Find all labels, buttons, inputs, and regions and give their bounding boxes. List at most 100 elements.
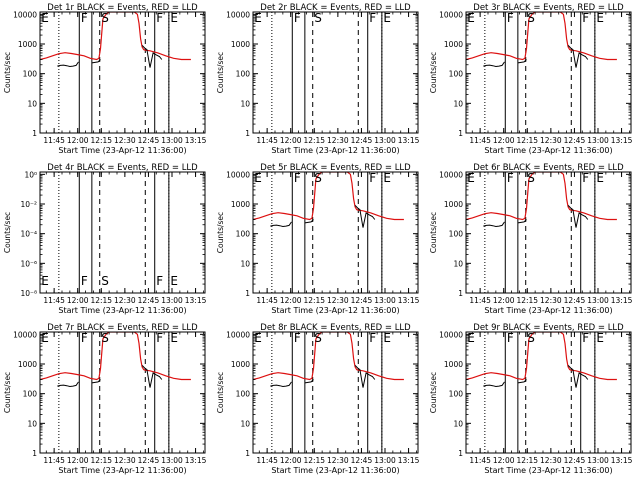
y-tick-label: 1000 <box>231 200 250 209</box>
y-axis-label: Counts/sec <box>3 212 12 253</box>
flag-label: E <box>467 11 475 25</box>
x-tick-label: 11:45 <box>469 296 491 305</box>
x-axis-label: Start Time (23-Apr-12 11:36:00) <box>271 306 399 315</box>
flag-label: E <box>254 171 262 185</box>
lld-series-line <box>40 332 191 381</box>
lld-series-line <box>466 332 617 381</box>
x-tick-label: 11:45 <box>469 136 491 145</box>
y-tick-label: 10 <box>240 419 250 428</box>
panel-title: Det 1r BLACK = Events, RED = LLD <box>47 3 198 13</box>
events-series-line <box>57 61 79 68</box>
x-tick-label: 12:30 <box>327 296 349 305</box>
flag-label: F <box>582 11 589 25</box>
y-tick-label: 10000 <box>226 330 250 339</box>
y-tick-label: 10⁻² <box>20 200 37 209</box>
x-tick-label: 13:15 <box>611 296 633 305</box>
flag-label: E <box>170 11 178 25</box>
flag-label: F <box>369 171 376 185</box>
x-tick-label: 12:30 <box>540 136 562 145</box>
flag-label: E <box>254 331 262 345</box>
y-tick-label: 10000 <box>439 10 463 19</box>
x-axis-label: Start Time (23-Apr-12 11:36:00) <box>58 306 186 315</box>
x-axis-label: Start Time (23-Apr-12 11:36:00) <box>484 306 612 315</box>
flag-label: F <box>582 331 589 345</box>
x-tick-label: 12:30 <box>540 456 562 465</box>
x-tick-label: 12:00 <box>280 296 302 305</box>
x-tick-label: 12:00 <box>67 296 89 305</box>
events-series-line <box>270 381 292 388</box>
x-tick-label: 12:00 <box>280 456 302 465</box>
y-tick-label: 10000 <box>226 10 250 19</box>
x-tick-label: 13:15 <box>185 136 207 145</box>
x-tick-label: 12:45 <box>564 456 586 465</box>
flag-label: S <box>527 331 535 345</box>
axes-frame <box>465 171 632 294</box>
y-tick-label: 100 <box>236 390 251 399</box>
panel-title: Det 3r BLACK = Events, RED = LLD <box>473 3 624 13</box>
y-tick-label: 10 <box>27 99 37 108</box>
x-axis-label: Start Time (23-Apr-12 11:36:00) <box>58 466 186 475</box>
y-tick-label: 100 <box>449 230 464 239</box>
events-series-line <box>517 59 527 64</box>
events-series-line <box>91 59 101 64</box>
flag-label: E <box>41 274 49 288</box>
events-series-line <box>483 221 505 228</box>
flag-label: F <box>294 171 301 185</box>
x-tick-label: 13:15 <box>185 456 207 465</box>
y-tick-label: 1000 <box>231 360 250 369</box>
x-tick-label: 13:15 <box>611 136 633 145</box>
y-tick-label: 10 <box>27 419 37 428</box>
y-axis-label: Counts/sec <box>3 372 12 413</box>
x-tick-label: 12:30 <box>327 456 349 465</box>
flag-label: E <box>596 11 604 25</box>
flag-label: E <box>170 274 178 288</box>
events-series-line <box>483 381 505 388</box>
x-tick-label: 12:00 <box>67 456 89 465</box>
x-tick-label: 12:45 <box>564 296 586 305</box>
flag-label: S <box>314 331 322 345</box>
flag-label: E <box>170 331 178 345</box>
y-tick-label: 1 <box>458 129 463 138</box>
y-tick-label: 100 <box>236 70 251 79</box>
flag-label: F <box>294 331 301 345</box>
x-tick-label: 12:30 <box>327 136 349 145</box>
events-series-line <box>354 205 376 228</box>
axes-frame <box>252 11 419 134</box>
y-tick-label: 1 <box>245 129 250 138</box>
flag-label: S <box>101 274 109 288</box>
lld-series-line <box>40 12 191 61</box>
events-series-line <box>304 379 314 384</box>
flag-label: F <box>369 331 376 345</box>
events-series-line <box>517 219 527 224</box>
flag-label: S <box>527 11 535 25</box>
flag-label: F <box>507 11 514 25</box>
events-series-line <box>91 379 101 384</box>
x-axis-label: Start Time (23-Apr-12 11:36:00) <box>58 146 186 155</box>
x-tick-label: 12:00 <box>67 136 89 145</box>
y-tick-label: 1 <box>245 449 250 458</box>
x-tick-label: 12:45 <box>564 136 586 145</box>
axes-frame <box>252 331 419 454</box>
y-tick-label: 1 <box>32 449 37 458</box>
y-axis-label: Counts/sec <box>429 212 438 253</box>
x-tick-label: 12:30 <box>540 296 562 305</box>
lld-series-line <box>466 172 617 221</box>
y-tick-label: 10 <box>240 259 250 268</box>
y-tick-label: 1000 <box>444 200 463 209</box>
axes-frame <box>465 331 632 454</box>
events-series-line <box>567 45 589 68</box>
y-axis-label: Counts/sec <box>216 52 225 93</box>
x-tick-label: 13:00 <box>161 456 183 465</box>
y-tick-label: 1 <box>32 129 37 138</box>
flag-label: E <box>383 11 391 25</box>
y-tick-label: 10000 <box>439 330 463 339</box>
y-tick-label: 100 <box>236 230 251 239</box>
flag-label: F <box>81 11 88 25</box>
flag-label: F <box>156 331 163 345</box>
panel-title: Det 8r BLACK = Events, RED = LLD <box>260 323 411 333</box>
events-series-line <box>141 365 163 388</box>
